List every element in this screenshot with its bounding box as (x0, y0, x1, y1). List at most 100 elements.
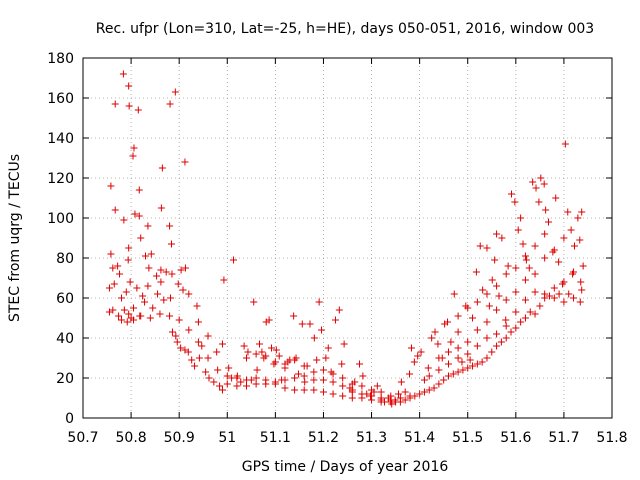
data-point (488, 348, 496, 356)
data-point (578, 208, 586, 216)
y-tick-label: 60 (56, 291, 74, 307)
data-point (560, 234, 568, 242)
data-point (348, 380, 356, 388)
data-point (301, 378, 309, 386)
data-point (576, 236, 584, 244)
data-point (172, 332, 180, 340)
data-point (578, 286, 586, 294)
data-point (179, 286, 187, 294)
data-point (300, 386, 308, 394)
data-point (570, 294, 578, 302)
data-point (117, 294, 125, 302)
data-point (401, 388, 409, 396)
data-point (469, 314, 477, 322)
data-point (177, 344, 185, 352)
data-point (298, 320, 306, 328)
data-point (271, 358, 279, 366)
data-point (473, 342, 481, 350)
data-point (483, 354, 491, 362)
data-point (135, 186, 143, 194)
data-point (198, 342, 206, 350)
data-point (324, 344, 332, 352)
data-point (377, 394, 385, 402)
data-point (526, 308, 534, 316)
data-point (464, 338, 472, 346)
y-tick-label: 40 (56, 331, 74, 347)
data-point (493, 230, 501, 238)
data-point (466, 356, 474, 364)
data-point (428, 334, 436, 342)
data-point (123, 318, 131, 326)
data-point (348, 386, 356, 394)
data-point (454, 344, 462, 352)
data-point (162, 268, 170, 276)
data-point (271, 378, 279, 386)
data-point (561, 140, 569, 148)
data-point (564, 208, 572, 216)
data-point (117, 316, 125, 324)
data-point (483, 244, 491, 252)
data-point (454, 312, 462, 320)
data-point (210, 378, 218, 386)
chart-title: Rec. ufpr (Lon=310, Lat=-25, h=HE), days… (96, 21, 594, 37)
data-point (356, 360, 364, 368)
data-point (160, 296, 168, 304)
data-point (541, 230, 549, 238)
x-tick-label: 51.7 (548, 430, 579, 446)
data-point (173, 338, 181, 346)
data-point (531, 270, 539, 278)
data-point (502, 270, 510, 278)
data-point (434, 340, 442, 348)
data-point (184, 348, 192, 356)
data-point (430, 384, 438, 392)
x-tick-label: 51.3 (356, 430, 387, 446)
data-point (447, 338, 455, 346)
data-point (244, 348, 252, 356)
data-point (205, 374, 213, 382)
data-point (542, 206, 550, 214)
data-point (493, 306, 501, 314)
data-point (166, 222, 174, 230)
data-point (535, 198, 543, 206)
y-axis-label: STEC from uqrg / TECUs (7, 154, 23, 322)
data-point (310, 376, 318, 384)
data-point (485, 302, 493, 310)
data-point (410, 358, 418, 366)
x-tick-label: 51 (218, 430, 236, 446)
data-point (497, 338, 505, 346)
data-point (483, 318, 491, 326)
data-point (130, 144, 138, 152)
data-point (570, 268, 578, 276)
data-point (473, 360, 481, 368)
data-point (406, 370, 414, 378)
data-point (435, 380, 443, 388)
data-point (204, 354, 212, 362)
data-point (171, 88, 179, 96)
data-point (114, 262, 122, 270)
data-point (107, 250, 115, 258)
data-point (517, 318, 525, 326)
data-point (194, 318, 202, 326)
data-point (483, 290, 491, 298)
data-point (306, 320, 314, 328)
data-point (540, 180, 548, 188)
data-point (291, 356, 299, 364)
data-point (567, 226, 575, 234)
data-point (358, 390, 366, 398)
data-point (401, 396, 409, 404)
data-point (281, 360, 289, 368)
data-point (310, 386, 318, 394)
data-point (440, 376, 448, 384)
data-point (414, 352, 422, 360)
data-point (550, 246, 558, 254)
data-point (550, 294, 558, 302)
y-tick-label: 160 (47, 91, 74, 107)
data-point (144, 222, 152, 230)
data-point (139, 292, 147, 300)
data-point (495, 292, 503, 300)
data-point (240, 342, 248, 350)
data-point (459, 366, 467, 374)
data-point (521, 276, 529, 284)
data-point (517, 214, 525, 222)
